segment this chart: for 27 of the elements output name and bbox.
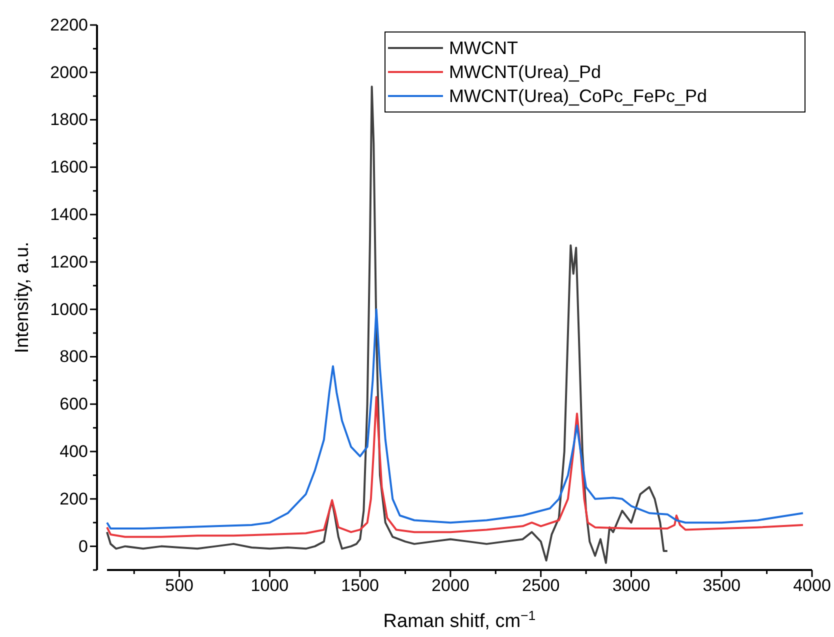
legend-label: MWCNT	[449, 38, 518, 58]
x-tick-label: 500	[165, 576, 194, 596]
x-tick-label: 1000	[250, 576, 289, 596]
y-tick-label: 600	[60, 394, 88, 414]
y-tick-label: 1800	[50, 110, 88, 130]
y-tick-label: 800	[60, 347, 88, 366]
y-tick-label: 0	[78, 536, 88, 556]
x-tick-label: 3000	[612, 576, 650, 596]
y-tick-label: 1400	[50, 205, 88, 224]
x-tick-label: 2000	[432, 576, 470, 596]
y-tick-label: 400	[60, 442, 88, 461]
y-tick-label: 2200	[50, 15, 88, 34]
y-tick-label: 200	[60, 489, 88, 508]
y-axis-title: Intensity, a.u.	[12, 242, 33, 354]
y-tick-label: 1200	[50, 252, 88, 272]
y-tick-label: 1600	[50, 158, 88, 177]
y-tick-label: 2000	[50, 62, 88, 82]
x-axis-title: Raman shitf, cm$^{−1}$	[383, 608, 536, 632]
y-tick-label: 1000	[50, 300, 88, 319]
x-tick-label: 4000	[793, 576, 831, 596]
x-tick-label: 1500	[341, 576, 379, 596]
legend-label: MWCNT(Urea)_CoPc_FePc_Pd	[449, 86, 708, 106]
line-series	[106, 396, 804, 538]
x-tick-label: 2500	[522, 576, 560, 596]
line-series	[106, 308, 804, 530]
legend-label: MWCNT(Urea)_Pd	[449, 62, 602, 82]
x-tick-label: 3500	[702, 576, 741, 596]
